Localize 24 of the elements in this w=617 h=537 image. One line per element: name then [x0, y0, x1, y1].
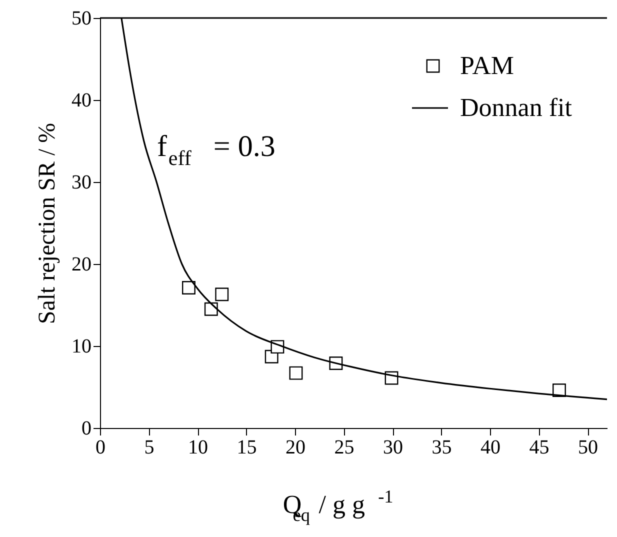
x-tick-label: 45	[529, 436, 550, 458]
x-tick-label: 35	[432, 436, 452, 458]
y-tick-label: 20	[72, 254, 92, 276]
y-tick-label: 30	[72, 172, 92, 194]
point	[215, 288, 229, 302]
x-tick-label: 15	[236, 436, 257, 458]
x-tick-label: 5	[144, 436, 154, 458]
x-tick-label: 40	[480, 436, 500, 458]
x-tick-label: 50	[578, 436, 598, 458]
y-tick-label: 10	[72, 336, 92, 358]
y-tick-label: 40	[72, 90, 92, 112]
legend-label: Donnan fit	[460, 93, 573, 122]
y-tick-label: 50	[72, 8, 92, 30]
legend-label: PAM	[460, 51, 514, 80]
point	[182, 281, 196, 295]
point	[289, 366, 303, 380]
point	[204, 302, 218, 316]
y-tick-label: 0	[82, 418, 92, 440]
x-tick-label: 0	[96, 436, 106, 458]
x-tick-label: 30	[383, 436, 403, 458]
y-axis-title: Salt rejection SR / %	[34, 122, 60, 324]
x-tick-label: 20	[286, 436, 306, 458]
x-tick-label: 10	[188, 436, 208, 458]
x-tick-label: 25	[334, 436, 354, 458]
